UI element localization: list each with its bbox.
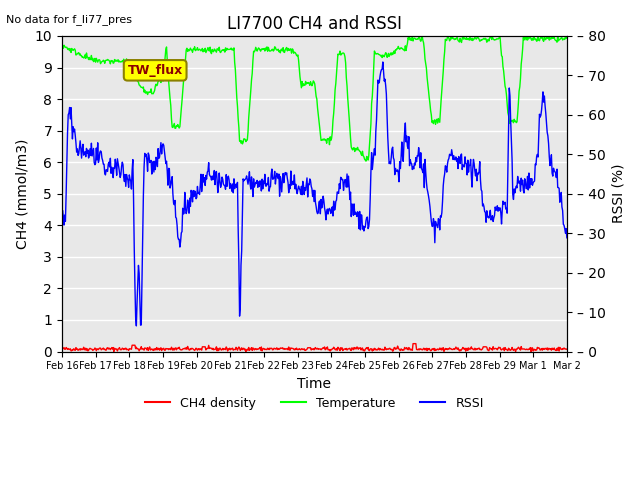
CH4 density bbox=[563, 346, 571, 352]
Temperature bbox=[376, 52, 384, 58]
CH4 density bbox=[197, 346, 205, 352]
RSSI bbox=[67, 105, 75, 110]
Temperature bbox=[170, 120, 178, 126]
RSSI bbox=[563, 235, 571, 240]
Temperature bbox=[362, 158, 370, 164]
Line: Temperature: Temperature bbox=[62, 36, 567, 161]
Temperature bbox=[67, 49, 75, 55]
Y-axis label: RSSI (%): RSSI (%) bbox=[611, 164, 625, 224]
Text: TW_flux: TW_flux bbox=[127, 64, 183, 77]
RSSI bbox=[132, 323, 140, 329]
CH4 density bbox=[67, 348, 75, 354]
CH4 density bbox=[58, 346, 66, 351]
CH4 density bbox=[119, 346, 127, 351]
Text: No data for f_li77_pres: No data for f_li77_pres bbox=[6, 14, 132, 25]
CH4 density bbox=[376, 346, 384, 351]
CH4 density bbox=[391, 345, 399, 350]
Temperature bbox=[408, 33, 416, 39]
CH4 density bbox=[170, 347, 178, 353]
Temperature bbox=[197, 48, 205, 54]
Y-axis label: CH4 (mmol/m3): CH4 (mmol/m3) bbox=[15, 139, 29, 249]
Legend: CH4 density, Temperature, RSSI: CH4 density, Temperature, RSSI bbox=[140, 392, 489, 415]
RSSI bbox=[379, 59, 387, 65]
RSSI bbox=[198, 189, 205, 194]
Temperature bbox=[119, 59, 127, 65]
RSSI bbox=[58, 211, 66, 216]
RSSI bbox=[376, 73, 384, 79]
RSSI bbox=[392, 166, 399, 171]
CH4 density bbox=[242, 348, 250, 354]
Temperature bbox=[391, 50, 399, 56]
Temperature bbox=[563, 35, 571, 41]
X-axis label: Time: Time bbox=[298, 377, 332, 391]
CH4 density bbox=[409, 341, 417, 347]
Line: RSSI: RSSI bbox=[62, 62, 567, 326]
Title: LI7700 CH4 and RSSI: LI7700 CH4 and RSSI bbox=[227, 15, 402, 33]
Line: CH4 density: CH4 density bbox=[62, 344, 567, 351]
RSSI bbox=[119, 162, 127, 168]
Temperature bbox=[58, 42, 66, 48]
RSSI bbox=[171, 197, 179, 203]
